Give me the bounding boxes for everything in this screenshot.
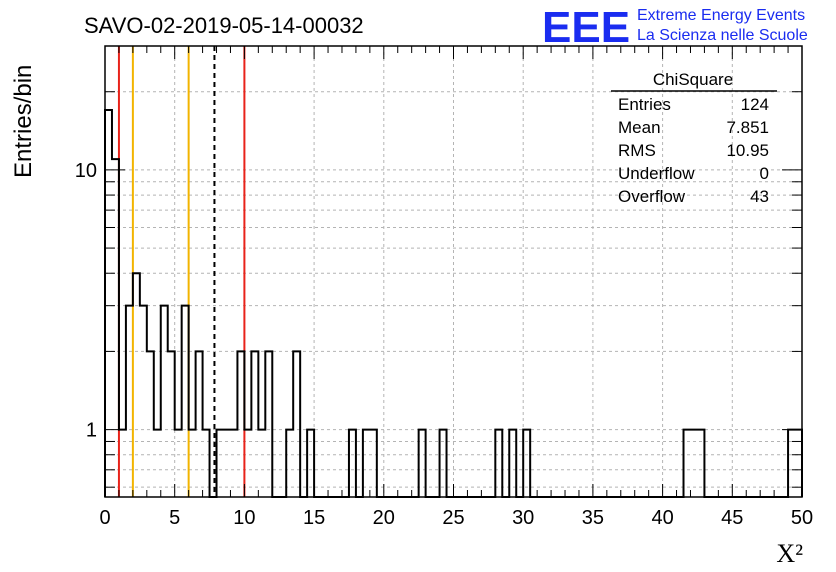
x-tick-label: 35	[582, 507, 604, 529]
x-tick-label: 50	[791, 507, 813, 529]
y-tick-label: 10	[75, 160, 97, 182]
x-tick-label: 25	[442, 507, 464, 529]
plot-frame	[104, 45, 803, 498]
grid-lines	[105, 46, 802, 497]
stats-value-rms: 10.95	[726, 141, 769, 160]
stats-label-underflow: Underflow	[618, 164, 695, 183]
logo-line-1: Extreme Energy Events	[637, 7, 805, 24]
stats-box: ChiSquare Entries 124 Mean 7.851 RMS 10.…	[611, 70, 777, 206]
x-tick-label: 5	[169, 507, 180, 529]
x-tick-label: 10	[233, 507, 255, 529]
stats-title: ChiSquare	[653, 70, 733, 89]
stats-value-entries: 124	[741, 95, 769, 114]
x-tick-label: 15	[303, 507, 325, 529]
x-tick-label: 0	[99, 507, 110, 529]
logo-mark: EEE	[542, 3, 630, 52]
x-tick-label: 20	[373, 507, 395, 529]
stats-value-underflow: 0	[760, 164, 769, 183]
stats-value-overflow: 43	[750, 187, 769, 206]
x-axis-label: X²	[776, 539, 803, 568]
logo-line-2: La Scienza nelle Scuole	[637, 27, 808, 44]
chart-title: SAVO-02-2019-05-14-00032	[84, 13, 364, 38]
x-tick-label: 45	[721, 507, 743, 529]
stats-value-mean: 7.851	[726, 118, 769, 137]
stats-label-entries: Entries	[618, 95, 671, 114]
y-axis-label: Entries/bin	[10, 65, 37, 178]
x-tick-label: 30	[512, 507, 534, 529]
logo: EEE Extreme Energy Events La Scienza nel…	[542, 3, 808, 52]
stats-label-rms: RMS	[618, 141, 656, 160]
x-tick-labels: 0 5 10 15 20 25 30 35 40 45 50	[99, 507, 813, 529]
stats-label-overflow: Overflow	[618, 187, 686, 206]
y-tick-labels: 1 10	[75, 160, 97, 442]
y-tick-label: 1	[86, 420, 97, 442]
stats-label-mean: Mean	[618, 118, 661, 137]
x-tick-label: 40	[651, 507, 673, 529]
